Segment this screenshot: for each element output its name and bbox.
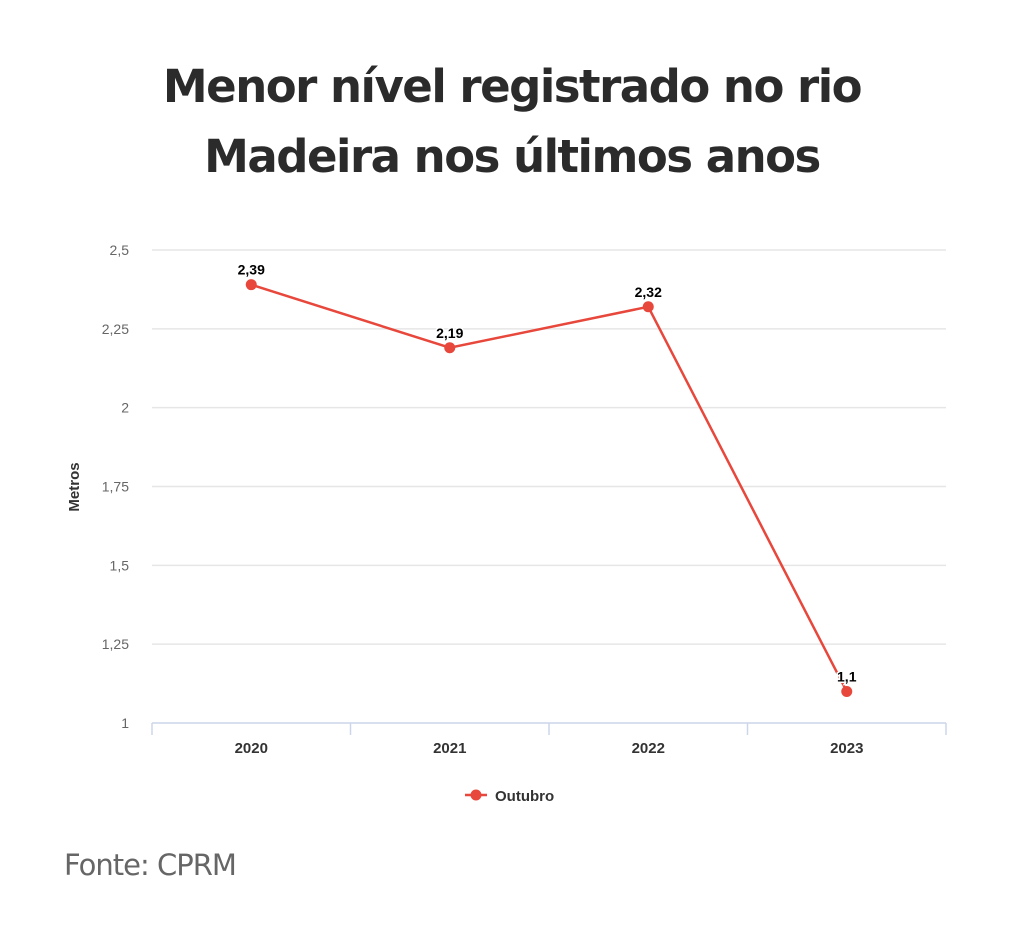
y-tick-label: 1,25 [102,636,129,652]
chart-title: Menor nível registrado no rio Madeira no… [0,52,1024,192]
y-axis-title: Metros [66,462,83,511]
title-line-2: Madeira nos últimos anos [204,130,821,183]
x-tick-label: 2021 [433,740,466,757]
y-tick-label: 2,25 [102,321,129,337]
data-label: 2,39 [238,262,265,278]
data-point [841,685,853,697]
data-point [444,342,456,354]
y-tick-label: 1,5 [110,557,130,573]
x-tick-label: 2022 [632,740,665,757]
legend-label: Outubro [495,788,554,805]
y-tick-label: 1 [121,715,129,731]
legend-marker-icon [470,789,482,801]
series-line-outubro [250,283,848,693]
data-label: 2,19 [436,325,463,341]
data-point [245,279,257,291]
y-tick-label: 1,75 [102,479,129,495]
title-line-1: Menor nível registrado no rio [162,60,863,113]
x-tick-label: 2023 [830,740,863,757]
y-tick-label: 2,5 [110,242,130,258]
data-point [642,301,654,313]
y-tick-label: 2 [121,400,129,416]
data-label: 2,32 [635,284,662,300]
x-tick-label: 2020 [235,740,268,757]
source-note: Fonte: CPRM [64,848,237,882]
data-label: 1,1 [837,668,857,684]
